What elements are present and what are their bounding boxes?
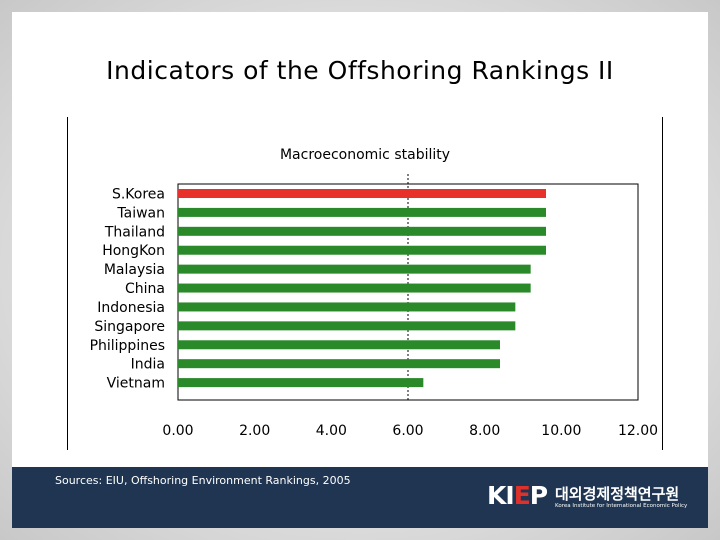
slide-title: Indicators of the Offshoring Rankings II — [106, 56, 614, 85]
category-label: Thailand — [104, 224, 165, 240]
category-label: S.Korea — [112, 187, 165, 203]
bar-indonesia — [178, 302, 516, 312]
x-tick-label: 4.00 — [316, 423, 347, 439]
bar-malaysia — [178, 264, 531, 274]
bar-singapore — [178, 321, 516, 331]
chart-title: Macroeconomic stability — [280, 147, 450, 163]
slide: Indicators of the Offshoring Rankings II… — [12, 12, 708, 528]
chart-frame: Macroeconomic stability S.Korea Taiwan Thai… — [67, 117, 663, 450]
category-label: Philippines — [90, 338, 165, 354]
footer-bar: Sources: EIU, Offshoring Environment Ran… — [12, 467, 708, 528]
bar-chart: Macroeconomic stability S.Korea Taiwan Thai… — [90, 147, 658, 439]
x-tick-label: 8.00 — [469, 423, 500, 439]
x-tick-label: 10.00 — [541, 423, 581, 439]
category-label: Singapore — [94, 319, 165, 335]
category-label: Vietnam — [107, 376, 165, 392]
bar-hongkon — [178, 245, 546, 255]
x-tick-label: 6.00 — [392, 423, 423, 439]
bar-vietnam — [178, 378, 424, 388]
x-tick-label: 12.00 — [618, 423, 658, 439]
bar-thailand — [178, 226, 546, 236]
source-note: Sources: EIU, Offshoring Environment Ran… — [55, 474, 351, 487]
bar-philippines — [178, 340, 500, 350]
category-label: Indonesia — [97, 300, 165, 316]
category-label: China — [125, 281, 165, 297]
category-label: HongKon — [102, 243, 165, 259]
kiep-logo: KIEP 대외경제정책연구원 Korea Institute for Inter… — [487, 481, 687, 515]
x-tick-label: 0.00 — [162, 423, 193, 439]
category-label: Malaysia — [104, 262, 165, 278]
x-tick-label: 2.00 — [239, 423, 270, 439]
logo-wordmark: KIEP — [487, 481, 548, 510]
category-label: Taiwan — [116, 205, 165, 221]
category-label: India — [131, 357, 165, 373]
bar-skorea — [178, 189, 546, 198]
bar-india — [178, 359, 500, 369]
logo-korean-name: 대외경제정책연구원 — [555, 485, 680, 503]
logo-english-name: Korea Institute for International Econom… — [555, 503, 688, 509]
bar-taiwan — [178, 207, 546, 217]
bar-china — [178, 283, 531, 293]
